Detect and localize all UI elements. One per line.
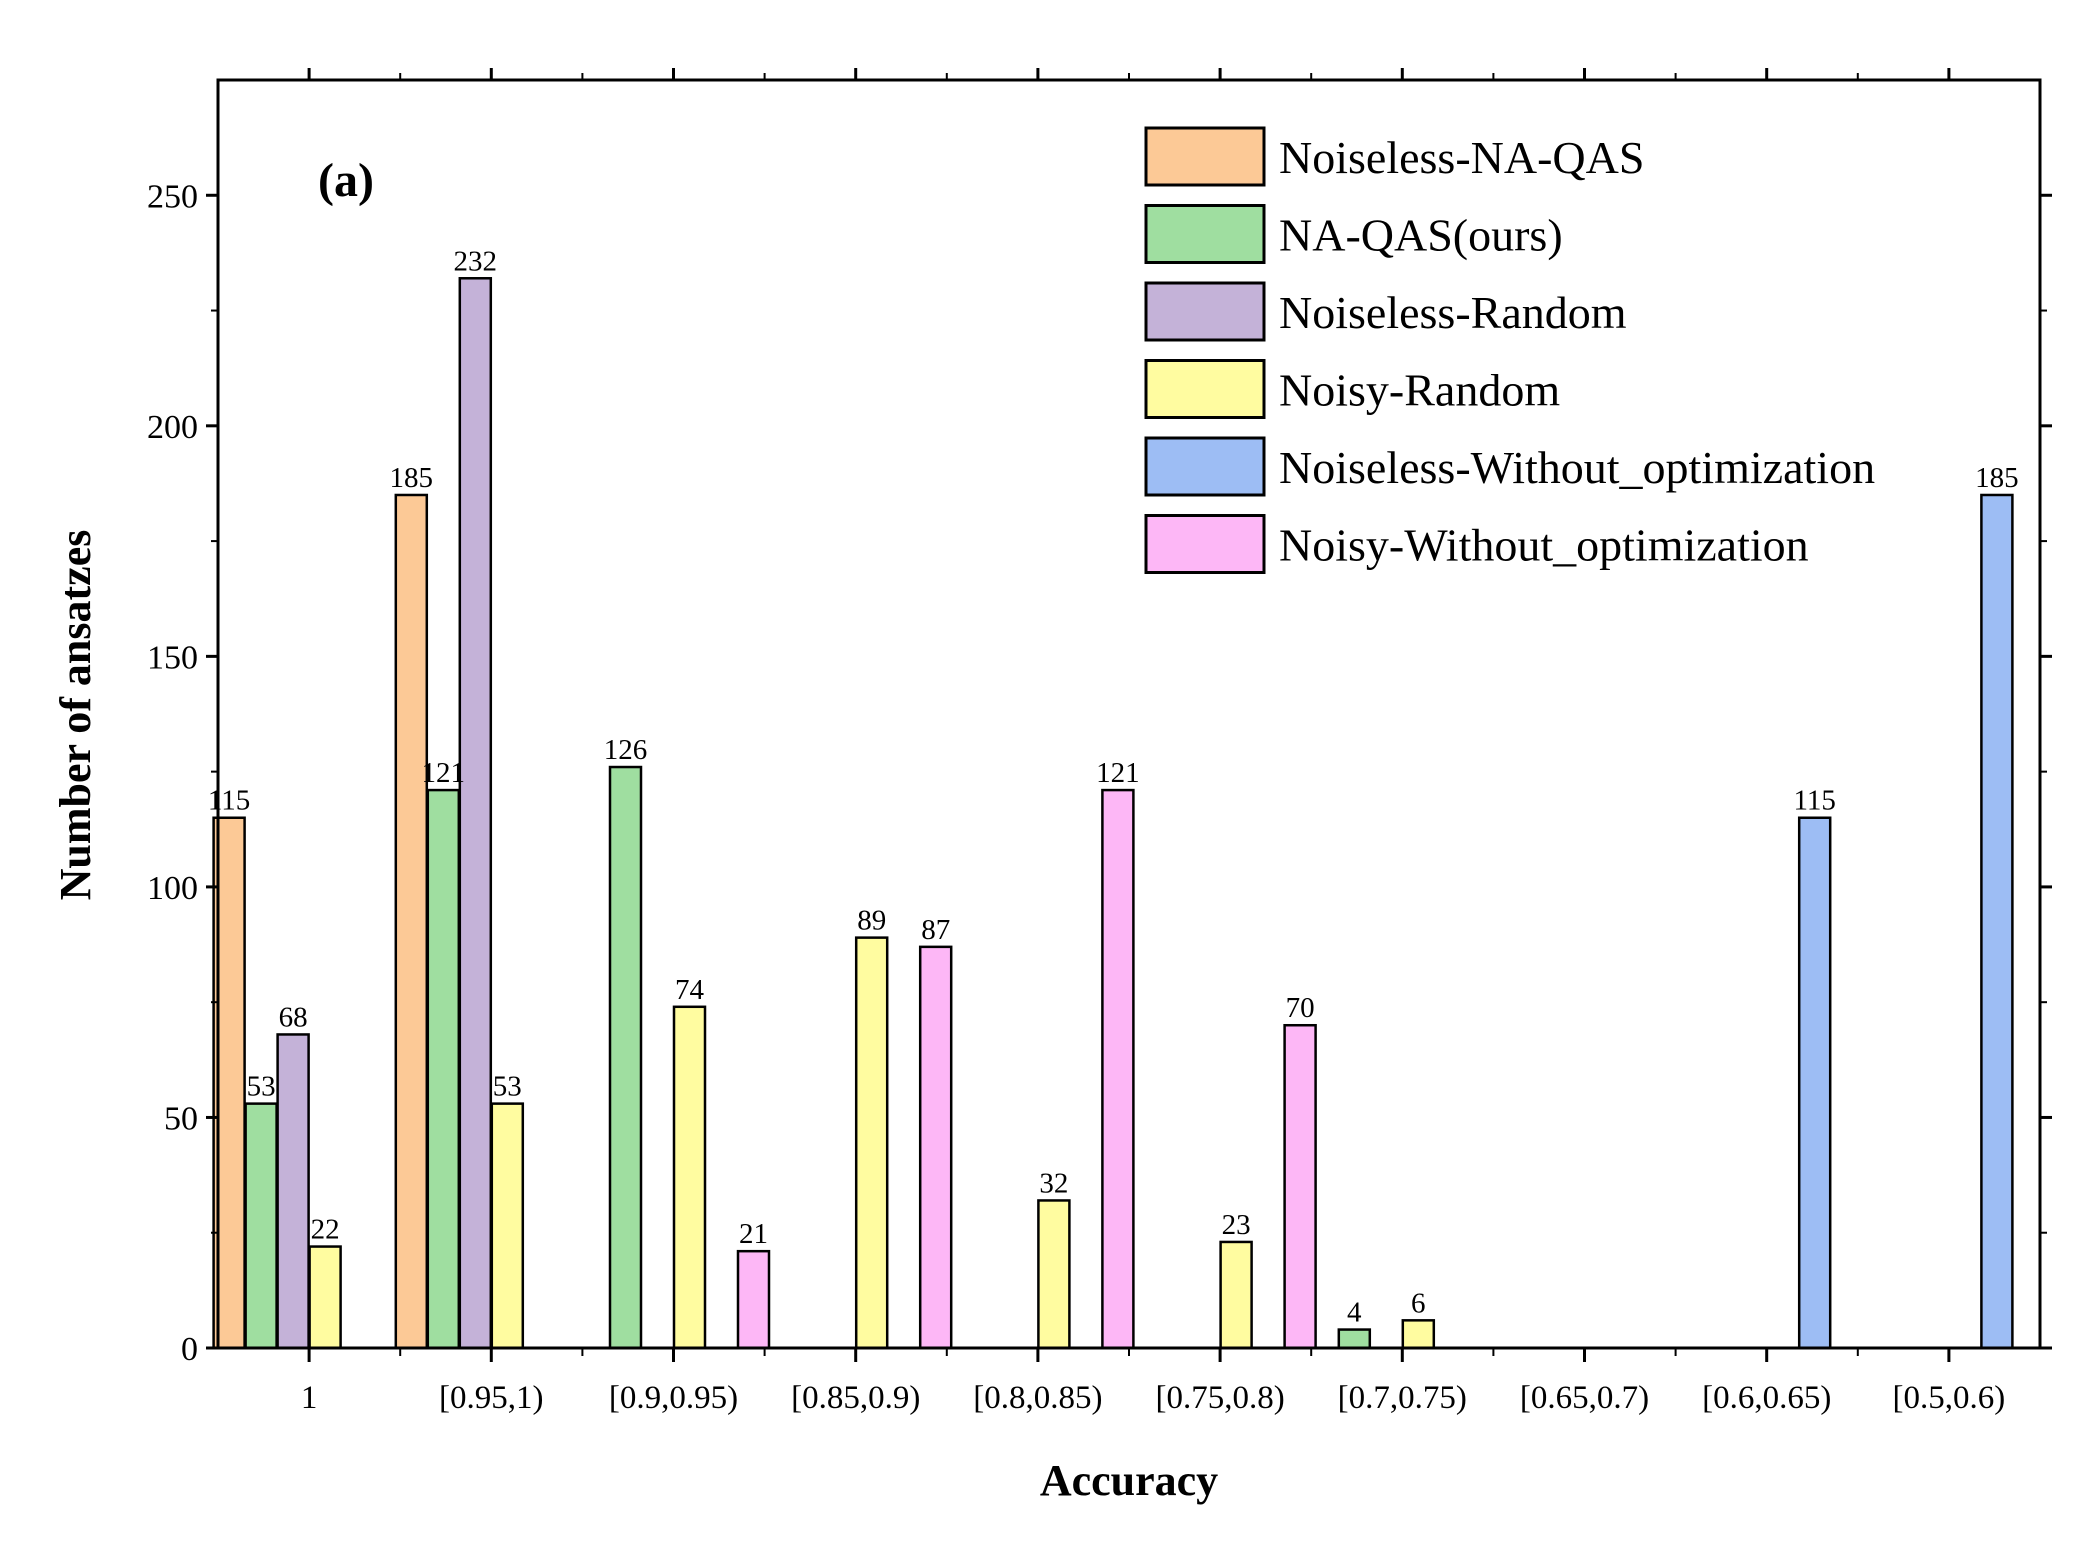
data-label: 115 [208,785,250,817]
x-tick-label: [0.85,0.9) [791,1380,920,1416]
data-label: 53 [247,1071,276,1103]
bar [458,277,493,1350]
bar [672,1005,707,1350]
data-label: 23 [1222,1209,1251,1241]
y-tick-label: 250 [147,178,198,215]
bar [426,788,461,1350]
legend: Noiseless-NA-QAS NA-QAS(ours) Noiseless-Ra… [1144,126,1875,574]
x-tick-label: [0.95,1) [439,1380,543,1416]
data-label: 21 [739,1218,768,1250]
x-tick-label: 1 [301,1380,318,1416]
bar [490,1102,525,1350]
y-axis-title: Number of ansatzes [51,530,100,901]
bar [394,493,429,1350]
legend-swatch [1144,126,1266,187]
legend-swatch [1144,359,1266,419]
data-label: 87 [921,914,950,946]
data-label: 185 [1975,462,2019,494]
y-tick-label: 50 [164,1100,198,1137]
x-tick-label: [0.75,0.8) [1155,1380,1284,1416]
y-tick-label: 100 [147,870,198,907]
data-label: 115 [1793,785,1835,817]
legend-label: Noiseless-Random [1279,287,1627,338]
bar [244,1102,278,1350]
x-tick-label: [0.7,0.75) [1338,1380,1467,1416]
x-tick-label: [0.6,0.65) [1702,1380,1831,1416]
legend-label: Noisy-Random [1279,365,1560,416]
x-tick-label: [0.65,0.7) [1520,1380,1649,1416]
bar [1101,788,1135,1350]
bar [1037,1199,1071,1350]
legend-swatch [1144,281,1266,342]
panel-label: (a) [318,154,374,207]
bars-layer [212,277,2014,1350]
data-label: 68 [279,1001,308,1033]
legend-label: Noiseless-Without_optimization [1279,442,1875,493]
data-label: 32 [1039,1167,1068,1199]
bar [1980,493,2014,1350]
data-label: 126 [604,734,648,766]
bar [1401,1319,1436,1350]
bar [1283,1023,1317,1350]
bar [854,936,889,1350]
bar [308,1245,342,1350]
legend-label: Noiseless-NA-QAS [1279,132,1644,183]
y-tick-label: 200 [147,409,198,446]
data-label: 22 [311,1214,340,1246]
x-tick-label: [0.5,0.6) [1893,1380,2006,1416]
bar [1219,1240,1253,1350]
x-axis-title: Accuracy [1040,1456,1218,1505]
data-label: 4 [1347,1297,1362,1329]
legend-label: NA-QAS(ours) [1279,210,1563,261]
legend-label: Noisy-Without_optimization [1279,520,1809,571]
bar [736,1249,771,1350]
y-tick-label: 0 [181,1331,198,1368]
x-tick-label: [0.8,0.85) [973,1380,1102,1416]
bar [918,945,953,1350]
data-label: 121 [422,757,466,789]
value-labels-layer: 115 53 68 22 185 121 232 53 126 74 21 89 87 32 121 23 70… [208,245,2019,1328]
bar [608,765,643,1350]
legend-swatch [1144,436,1266,497]
data-label: 89 [857,905,886,937]
x-tick-label: [0.9,0.95) [609,1380,738,1416]
x-axis: 1 [0.95,1) [0.9,0.95) [0.85,0.9) [0.8,0.85) [… [301,68,2005,1416]
bar [1797,816,1832,1350]
y-axis: 0 50 100 150 200 250 [147,178,2052,1368]
legend-swatch [1144,204,1266,264]
data-label: 121 [1096,757,1140,789]
data-label: 6 [1411,1287,1426,1319]
data-label: 74 [675,974,705,1006]
legend-swatch [1144,514,1266,574]
bar [276,1033,310,1350]
data-label: 232 [454,245,498,277]
data-label: 70 [1286,992,1315,1024]
bar [1337,1328,1372,1350]
data-label: 185 [390,462,434,494]
y-tick-label: 150 [147,639,198,676]
data-label: 53 [493,1071,522,1103]
